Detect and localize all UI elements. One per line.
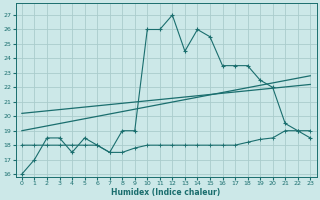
X-axis label: Humidex (Indice chaleur): Humidex (Indice chaleur) — [111, 188, 221, 197]
